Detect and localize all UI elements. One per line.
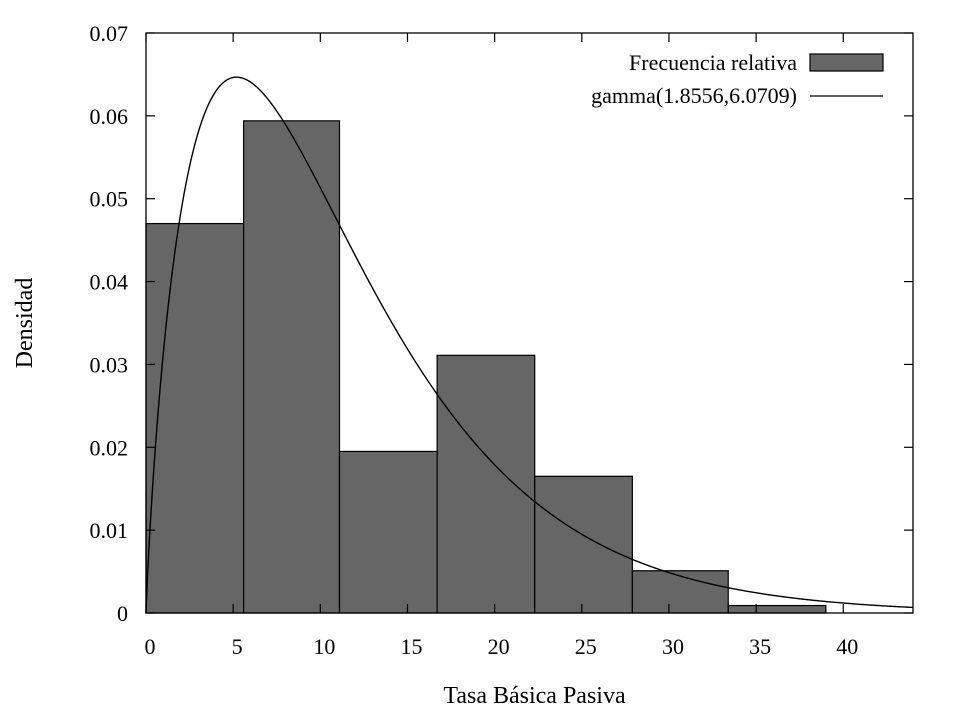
y-tick-label: 0.03 <box>90 352 129 377</box>
x-tick-label: 35 <box>749 634 771 659</box>
x-tick-label: 10 <box>313 634 335 659</box>
histogram-bar <box>338 450 438 614</box>
gamma-curve <box>145 76 914 614</box>
x-axis-label: Tasa Básica Pasiva <box>443 683 626 709</box>
y-tick-label: 0.01 <box>90 518 129 543</box>
x-tick-label: 30 <box>662 634 684 659</box>
x-tick-label: 15 <box>400 634 422 659</box>
x-tick-label: 20 <box>488 634 510 659</box>
x-tick-label: 5 <box>232 634 243 659</box>
y-axis-label: Densidad <box>12 278 38 369</box>
y-tick-label: 0.05 <box>90 187 129 212</box>
histogram-bar <box>534 475 633 614</box>
histogram-bar <box>727 604 827 614</box>
bars-layer <box>145 120 827 614</box>
histogram-bar <box>631 570 729 614</box>
histogram-bar <box>436 354 536 614</box>
ticks-layer: 0 5 10 15 20 25 30 35 40 0 0.01 0.02 0.03 0.04 0.05 0.0… <box>90 21 913 659</box>
x-tick-label: 40 <box>836 634 858 659</box>
histogram-bar <box>243 120 341 614</box>
legend-label-histogram: Frecuencia relativa <box>629 50 797 75</box>
legend-swatch-histogram <box>809 53 884 72</box>
y-tick-label: 0 <box>117 601 128 626</box>
x-tick-label: 0 <box>145 634 156 659</box>
y-tick-label: 0.06 <box>90 104 129 129</box>
x-tick-label: 25 <box>575 634 597 659</box>
legend: Frecuencia relativa gamma(1.8556,6.0709) <box>591 50 884 108</box>
y-tick-label: 0.07 <box>90 21 129 46</box>
histogram-bar <box>145 222 245 614</box>
y-tick-label: 0.04 <box>90 270 129 295</box>
y-tick-label: 0.02 <box>90 435 129 460</box>
legend-label-gamma: gamma(1.8556,6.0709) <box>591 83 797 108</box>
curve-layer <box>145 76 914 614</box>
plot-frame <box>145 32 914 614</box>
